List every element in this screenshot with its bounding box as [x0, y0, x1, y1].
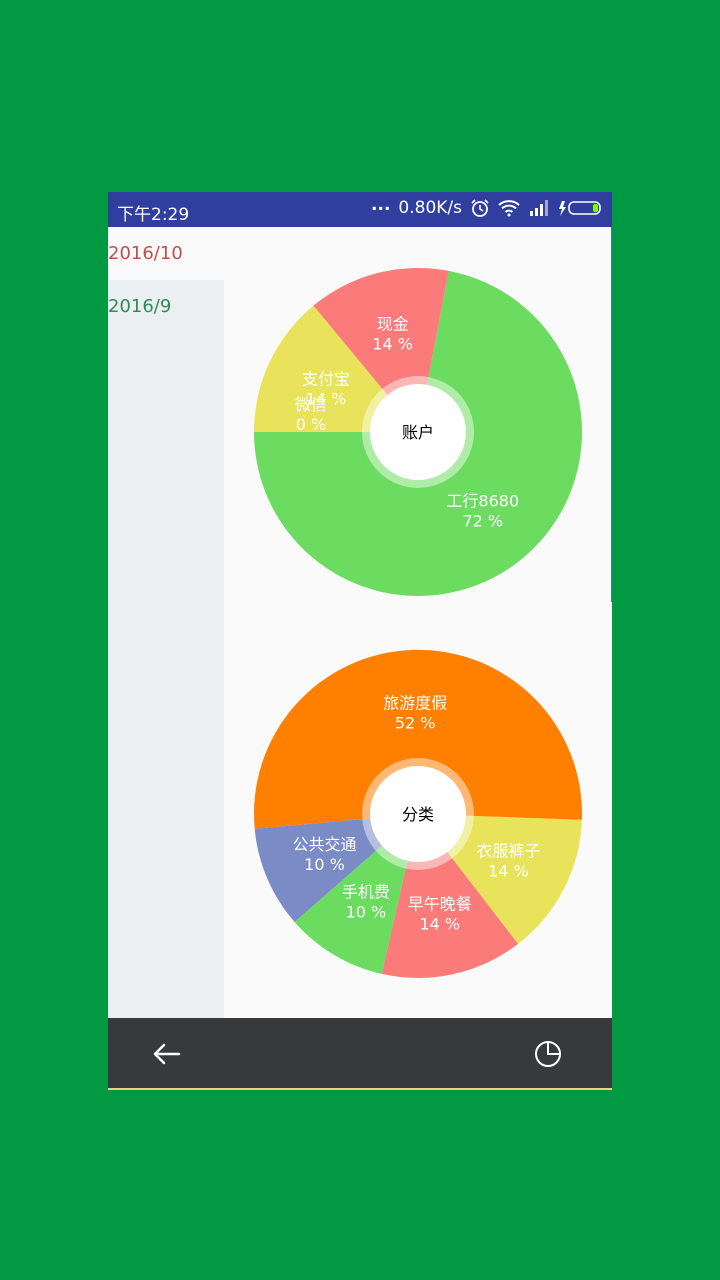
pie-center-label: 账户: [402, 423, 434, 442]
network-speed: 0.80K/s: [398, 198, 462, 218]
pie-chart-icon: [535, 1041, 561, 1067]
pie-chart-button[interactable]: [528, 1034, 568, 1074]
scroll-divider: [611, 227, 612, 602]
slice-label: 工行8680: [446, 491, 519, 510]
status-bar: 下午2:29 ... 0.80K/s: [108, 192, 612, 227]
slice-label: 早午晚餐: [408, 894, 472, 913]
month-sidebar: [108, 280, 224, 1018]
slice-percent: 10 %: [304, 855, 345, 874]
pie-hole: [370, 384, 466, 480]
slice-label: 现金: [377, 315, 409, 334]
slice-percent: 52 %: [395, 713, 436, 732]
slice-percent: 72 %: [462, 511, 503, 530]
pie-slice: [418, 814, 582, 944]
slice-percent: 14 %: [306, 390, 347, 409]
slice-label: 公共交通: [292, 835, 356, 854]
slice-percent: 14 %: [488, 862, 529, 881]
slice-percent: 14 %: [372, 335, 413, 354]
phone-screen: 下午2:29 ... 0.80K/s 2016/10 2016/9 工行8680…: [108, 192, 612, 1090]
slice-label: 微信: [295, 395, 327, 414]
status-dots: ...: [371, 195, 391, 215]
slice-label: 衣服裤子: [476, 842, 540, 861]
arrow-left-icon: [153, 1043, 181, 1065]
month-item-2016-10[interactable]: 2016/10: [108, 243, 183, 264]
slice-percent: 14 %: [419, 914, 460, 933]
month-item-2016-9[interactable]: 2016/9: [108, 296, 172, 317]
pie-slice: [294, 814, 418, 974]
slice-label: 手机费: [342, 882, 390, 901]
status-time: 下午2:29: [117, 205, 190, 225]
signal-icon: [530, 200, 548, 216]
battery-icon: [559, 201, 601, 216]
bottom-nav-bar: [108, 1018, 612, 1088]
slice-percent: 10 %: [346, 902, 387, 921]
pie-slice: [254, 649, 583, 829]
slice-label: 旅游度假: [383, 693, 447, 712]
back-button[interactable]: [146, 1034, 186, 1074]
slice-percent: 0 %: [296, 415, 326, 434]
nav-bottom-line: [108, 1088, 612, 1090]
pie-slice: [254, 814, 418, 922]
pie-slice: [254, 305, 418, 432]
pie-center-label: 分类: [402, 805, 434, 824]
pie-hole: [370, 766, 466, 862]
slice-label: 支付宝: [302, 370, 350, 389]
wifi-icon: [498, 200, 520, 217]
alarm-icon: [471, 199, 489, 217]
